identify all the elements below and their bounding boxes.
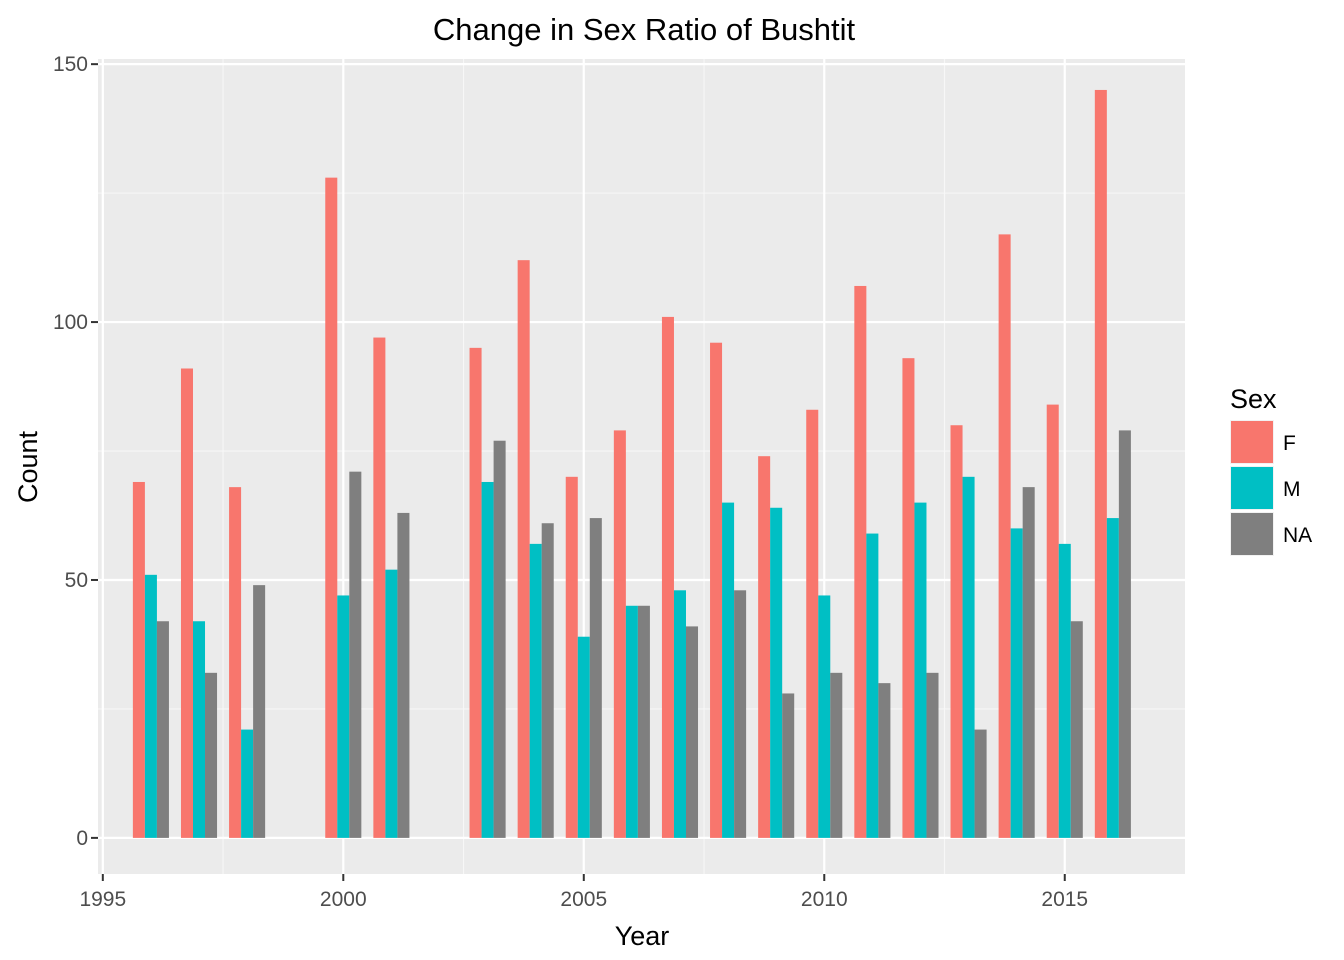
x-axis-title: Year xyxy=(615,921,670,951)
legend-swatch-m xyxy=(1231,467,1273,509)
bar-na-2010 xyxy=(830,672,843,838)
bar-na-2003 xyxy=(493,440,506,838)
x-tick-label: 1995 xyxy=(79,888,126,911)
bar-m-2011 xyxy=(866,533,879,838)
bar-na-2007 xyxy=(685,626,699,838)
x-tick-label: 2005 xyxy=(560,888,607,911)
bar-na-2004 xyxy=(541,523,554,838)
legend-title: Sex xyxy=(1230,384,1277,414)
bar-m-1998 xyxy=(241,729,254,838)
bar-na-2008 xyxy=(734,590,747,838)
bar-na-2011 xyxy=(878,683,891,838)
bar-m-2012 xyxy=(914,502,927,838)
bar-m-1997 xyxy=(192,621,206,838)
legend-label-na: NA xyxy=(1283,524,1312,547)
legend-label-m: M xyxy=(1283,478,1301,501)
x-axis-ticks: 1995 2000 2005 2010 2015 xyxy=(79,874,1088,911)
y-tick-label: 0 xyxy=(76,827,88,850)
chart-title: Change in Sex Ratio of Bushtit xyxy=(433,12,856,47)
bar-m-1996 xyxy=(144,574,157,838)
bar-na-2013 xyxy=(974,729,987,838)
y-tick-label: 150 xyxy=(53,53,88,76)
bar-f-2010 xyxy=(806,409,819,838)
legend: Sex FM NA xyxy=(1230,384,1312,556)
bar-na-1997 xyxy=(205,672,218,838)
minor-gridlines xyxy=(98,59,1185,874)
y-axis-ticks: 0 50 100 150 xyxy=(53,53,98,850)
bar-f-2001 xyxy=(373,337,386,838)
bar-f-2008 xyxy=(710,342,723,838)
bar-na-2016 xyxy=(1118,430,1131,838)
bar-m-2007 xyxy=(673,590,686,838)
bar-m-2001 xyxy=(385,569,398,838)
bar-na-2006 xyxy=(637,605,650,838)
bar-f-2009 xyxy=(758,456,771,838)
bar-f-1998 xyxy=(229,487,242,838)
bar-na-1998 xyxy=(253,585,266,838)
bar-m-2015 xyxy=(1058,543,1071,838)
bar-f-2003 xyxy=(469,347,482,838)
legend-swatch-f xyxy=(1231,421,1273,463)
bar-m-2016 xyxy=(1106,518,1119,838)
x-tick-label: 2000 xyxy=(320,888,367,911)
bar-na-2005 xyxy=(589,518,602,838)
bar-f-1997 xyxy=(180,368,193,838)
x-tick-label: 2015 xyxy=(1041,888,1088,911)
bar-na-2009 xyxy=(782,693,795,838)
bar-na-2000 xyxy=(349,471,362,838)
bar-f-2004 xyxy=(517,260,530,838)
bar-m-2014 xyxy=(1010,528,1023,838)
bar-f-2016 xyxy=(1094,89,1107,838)
bar-na-2015 xyxy=(1070,621,1083,838)
bar-f-2011 xyxy=(854,285,867,838)
bar-m-2010 xyxy=(818,595,831,838)
y-axis-title: Count xyxy=(13,430,43,503)
bar-f-2013 xyxy=(950,425,963,838)
bar-f-1996 xyxy=(132,481,145,838)
y-tick-label: 50 xyxy=(65,569,88,592)
legend-swatch-na xyxy=(1231,513,1273,555)
bar-m-2006 xyxy=(625,605,638,838)
bar-m-2008 xyxy=(722,502,735,838)
bar-f-2000 xyxy=(325,177,338,838)
bar-na-2014 xyxy=(1022,487,1035,838)
bar-f-2012 xyxy=(902,358,915,838)
bar-f-2014 xyxy=(998,234,1011,838)
bar-f-2007 xyxy=(661,316,674,838)
bar-m-2005 xyxy=(577,636,590,838)
y-tick-label: 100 xyxy=(53,311,88,334)
bar-na-1996 xyxy=(156,621,169,838)
bar-m-2003 xyxy=(481,481,494,838)
bar-na-2001 xyxy=(397,512,410,838)
legend-label-f: F xyxy=(1283,432,1296,455)
bar-f-2006 xyxy=(613,430,626,838)
bar-na-2012 xyxy=(926,672,939,838)
bar-m-2004 xyxy=(529,543,542,838)
bar-f-2015 xyxy=(1046,404,1059,838)
bar-f-2005 xyxy=(565,476,578,838)
bar-m-2009 xyxy=(770,507,783,838)
bar-m-2000 xyxy=(337,595,350,838)
bar-m-2013 xyxy=(962,476,975,838)
x-tick-label: 2010 xyxy=(801,888,848,911)
bars-group xyxy=(132,89,1131,838)
